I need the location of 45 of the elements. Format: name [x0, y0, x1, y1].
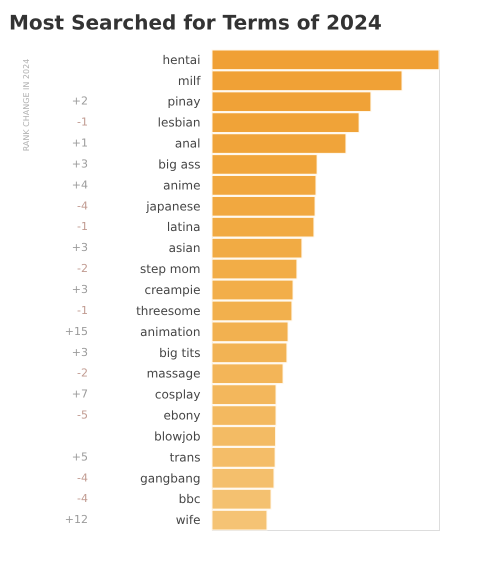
y2-tick-label: -1: [77, 220, 88, 234]
y-tick-label: trans: [170, 450, 200, 464]
y-tick-label: threesome: [136, 304, 200, 318]
y2-tick-label: +7: [72, 388, 88, 401]
y-tick-label: massage: [146, 366, 200, 381]
y2-tick-label: +3: [72, 241, 88, 254]
y-tick-label: animation: [140, 324, 200, 339]
y2-tick-label: -4: [77, 471, 88, 484]
text: RANK CHANGE IN 2024: [22, 58, 31, 152]
y-tick-label: ebony: [163, 408, 200, 423]
y2-tick-label: +2: [72, 94, 88, 108]
y2-tick-label: +1: [72, 136, 88, 150]
y-tick-label: big ass: [158, 157, 200, 172]
y2-tick-label: -5: [77, 408, 88, 422]
y-tick-label: wife: [176, 513, 200, 528]
y2-tick-label: -1: [77, 116, 88, 129]
y2-tick-label: +4: [72, 178, 88, 192]
y2-tick-label: -4: [77, 199, 88, 212]
y-tick-label: creampie: [144, 283, 200, 297]
y2-tick-label: +5: [72, 450, 88, 464]
y-tick-label: anal: [174, 136, 200, 151]
y-tick-label: gangbang: [140, 471, 200, 486]
y-tick-label: milf: [178, 74, 202, 88]
y-tick-label: japanese: [145, 199, 200, 214]
y-tick-label: bbc: [178, 492, 200, 506]
y2-tick-label: +15: [64, 324, 88, 338]
y2-tick-label: +3: [72, 346, 88, 359]
y2-tick-label: -2: [77, 262, 88, 276]
y2-tick-label: -2: [77, 366, 88, 380]
y-tick-label: anime: [163, 178, 200, 192]
y2-tick-label: +3: [72, 157, 88, 170]
y-tick-label: big tits: [159, 346, 200, 360]
y-tick-label: pinay: [167, 94, 200, 109]
y-tick-label: asian: [168, 241, 200, 256]
y-tick-label: cosplay: [154, 388, 200, 402]
chart-title: Most Searched for Terms of 2024: [9, 10, 382, 34]
y-tick-label: blowjob: [154, 429, 200, 444]
y-tick-label: lesbian: [158, 116, 200, 130]
y2-tick-label: -4: [77, 492, 88, 506]
y2-tick-label: +3: [72, 283, 88, 296]
y-tick-label: hentai: [162, 52, 200, 67]
y2-tick-label: -1: [77, 304, 88, 317]
y-tick-label: step mom: [140, 262, 200, 276]
y-tick-label: latina: [166, 220, 200, 234]
y2-tick-label: +12: [64, 513, 88, 526]
